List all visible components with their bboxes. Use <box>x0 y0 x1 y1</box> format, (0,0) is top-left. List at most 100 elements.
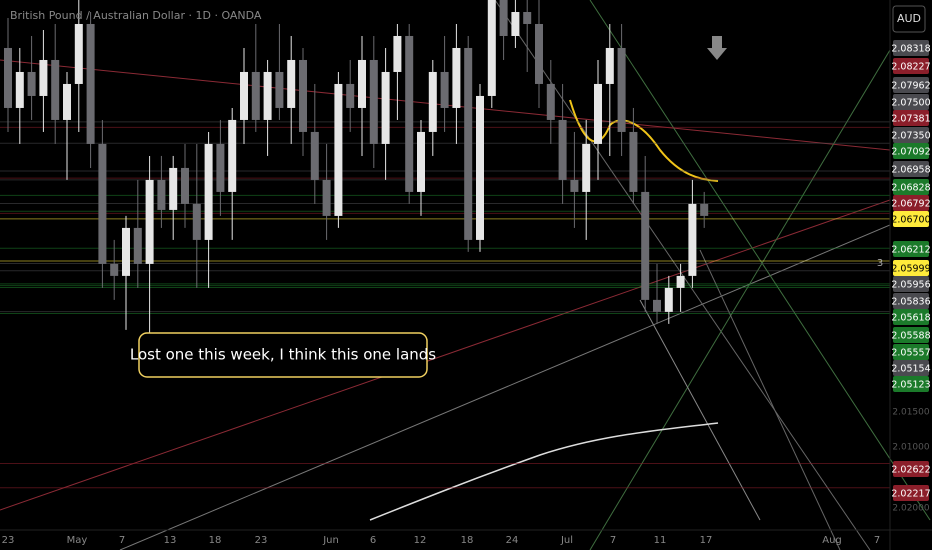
candle-body <box>204 143 213 240</box>
candle-body <box>369 59 378 144</box>
marker-label: 3 <box>877 258 883 269</box>
price-label: 2.07092 <box>891 147 930 158</box>
x-tick-label: 7 <box>119 535 125 546</box>
trend-line <box>0 199 891 511</box>
candle-body <box>523 11 532 24</box>
price-label: 2.02217 <box>891 489 930 500</box>
level-lines <box>0 121 890 489</box>
x-tick-label: 11 <box>654 535 667 546</box>
candle-body <box>181 167 189 204</box>
price-label-box <box>893 461 929 477</box>
candle-body <box>15 71 24 108</box>
candle-body <box>405 35 414 192</box>
price-label-box <box>893 161 929 177</box>
price-label: 2.05154 <box>891 364 930 375</box>
candle-body <box>346 83 355 108</box>
price-label: 2.08227 <box>891 62 930 73</box>
price-label: 2.02622 <box>891 465 930 476</box>
price-label-box <box>893 77 929 93</box>
y-tick-label: 2.01500 <box>892 408 929 418</box>
currency-button[interactable] <box>892 5 926 33</box>
candle-body <box>39 59 48 96</box>
arrow-marker <box>707 36 727 60</box>
candle-body <box>133 227 142 264</box>
trend-line <box>639 299 761 521</box>
candle-body <box>393 35 402 72</box>
trend-line <box>119 224 891 550</box>
candle-body <box>86 23 95 144</box>
price-label-box <box>893 58 929 74</box>
candles <box>4 0 709 336</box>
candle-body <box>381 71 390 144</box>
price-label-box <box>893 110 929 126</box>
candle-body <box>582 143 591 192</box>
price-label: 2.05836 <box>891 297 930 308</box>
candle-body <box>641 191 650 300</box>
candle-body <box>145 179 154 264</box>
candle-body <box>169 167 178 210</box>
y-tick-label: 2.01000 <box>892 443 929 453</box>
candle-body <box>310 131 319 180</box>
price-label-box <box>893 241 929 257</box>
x-tick-label: 23 <box>2 535 15 546</box>
x-tick-label: Jul <box>560 535 573 546</box>
x-tick-label: 17 <box>700 535 713 546</box>
x-tick-label: 18 <box>209 535 222 546</box>
y-tick-label: 2.02000 <box>892 504 929 514</box>
candle-body <box>558 119 567 180</box>
price-label-box <box>893 127 929 143</box>
price-label: 2.05123 <box>891 380 930 391</box>
trend-line <box>589 49 891 550</box>
price-label-box <box>893 143 929 159</box>
candle-body <box>4 47 12 108</box>
price-label: 2.06958 <box>891 165 930 176</box>
candle-body <box>334 83 343 216</box>
price-label: 2.06792 <box>891 199 930 210</box>
trend-line <box>699 249 841 550</box>
trend-line <box>494 0 871 550</box>
price-label: 2.05999 <box>891 264 930 275</box>
annotation-box <box>138 332 428 378</box>
candle-body <box>700 203 709 216</box>
candle-body <box>287 59 296 108</box>
candle-body <box>452 47 461 108</box>
currency-label: AUD <box>897 12 921 25</box>
candle-body <box>428 71 437 132</box>
candle-body <box>27 71 36 96</box>
price-label-box <box>893 211 929 227</box>
candle-body <box>629 131 638 192</box>
price-label-box <box>893 344 929 360</box>
candle-body <box>74 23 83 84</box>
x-tick-label: Aug <box>822 535 842 546</box>
x-tick-label: 6 <box>370 535 376 546</box>
price-label-box <box>893 376 929 392</box>
price-label: 2.07962 <box>891 81 930 92</box>
x-tick-label: 7 <box>610 535 616 546</box>
moving-average <box>369 422 719 521</box>
candle-body <box>299 59 307 132</box>
price-label-box <box>893 276 929 292</box>
candle-body <box>216 143 225 192</box>
candle-body <box>617 47 626 132</box>
candle-body <box>605 47 614 84</box>
candle-body <box>594 83 602 144</box>
price-label: 2.07350 <box>891 131 930 142</box>
price-label-box <box>893 195 929 211</box>
candle-body <box>487 0 496 96</box>
price-label: 2.05956 <box>891 280 930 291</box>
candle-body <box>63 83 71 120</box>
price-label-box <box>893 40 929 56</box>
candle-body <box>122 227 130 276</box>
price-label-box <box>893 94 929 110</box>
candle-body <box>676 275 685 288</box>
price-label: 2.05618 <box>891 313 930 324</box>
price-label: 2.07381 <box>891 114 930 125</box>
candle-body <box>570 179 579 192</box>
candle-body <box>358 59 366 108</box>
x-tick-label: 12 <box>414 535 427 546</box>
candle-body <box>499 0 508 36</box>
candle-body <box>157 179 166 210</box>
